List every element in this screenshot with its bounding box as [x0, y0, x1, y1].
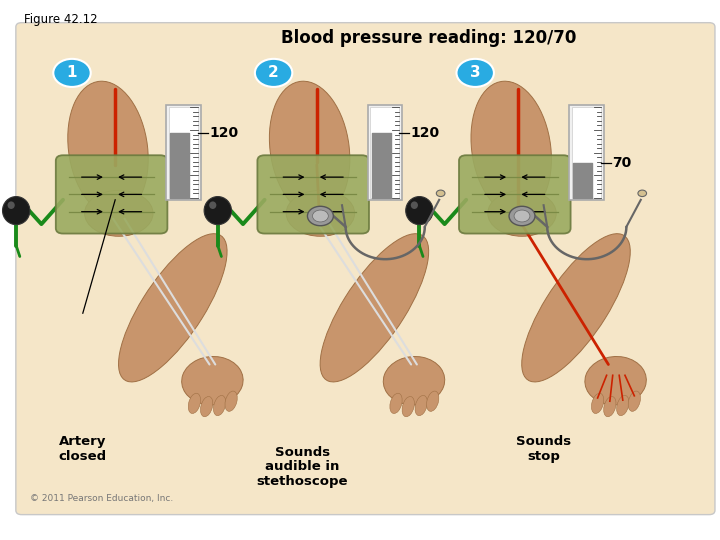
Ellipse shape	[522, 234, 630, 382]
Circle shape	[255, 59, 292, 87]
Bar	[569, 105, 603, 200]
Text: 1: 1	[67, 65, 77, 80]
Ellipse shape	[225, 391, 238, 411]
Circle shape	[307, 206, 333, 226]
Text: 70: 70	[612, 157, 631, 171]
Bar	[367, 105, 402, 200]
Ellipse shape	[269, 81, 350, 216]
Ellipse shape	[320, 234, 428, 382]
Ellipse shape	[406, 197, 433, 225]
Bar	[168, 107, 197, 198]
Ellipse shape	[585, 356, 647, 405]
Text: 3: 3	[470, 65, 480, 80]
Text: Figure 42.12: Figure 42.12	[24, 14, 97, 26]
Ellipse shape	[287, 191, 354, 237]
Text: 120: 120	[410, 126, 440, 140]
Circle shape	[436, 190, 445, 197]
Circle shape	[53, 59, 91, 87]
Text: 120: 120	[210, 126, 238, 140]
Ellipse shape	[383, 356, 445, 405]
Ellipse shape	[402, 396, 415, 417]
Bar	[370, 107, 399, 198]
Circle shape	[514, 210, 530, 222]
Ellipse shape	[616, 395, 629, 416]
FancyBboxPatch shape	[459, 156, 571, 233]
Text: Artery
closed: Artery closed	[59, 435, 107, 463]
Circle shape	[312, 210, 328, 222]
Ellipse shape	[209, 201, 217, 209]
FancyBboxPatch shape	[258, 156, 369, 233]
Text: 2: 2	[269, 65, 279, 80]
Circle shape	[456, 59, 494, 87]
Ellipse shape	[188, 393, 201, 414]
Ellipse shape	[488, 191, 557, 237]
Text: Blood pressure reading: 120/70: Blood pressure reading: 120/70	[281, 29, 576, 47]
FancyBboxPatch shape	[16, 23, 715, 515]
Ellipse shape	[591, 393, 604, 414]
Ellipse shape	[426, 391, 439, 411]
FancyBboxPatch shape	[56, 156, 167, 233]
Ellipse shape	[603, 396, 616, 417]
Ellipse shape	[68, 81, 148, 216]
Ellipse shape	[628, 391, 641, 411]
Ellipse shape	[119, 234, 227, 382]
Bar	[572, 107, 601, 198]
Text: Sounds
stop: Sounds stop	[516, 435, 571, 463]
Text: © 2011 Pearson Education, Inc.: © 2011 Pearson Education, Inc.	[30, 494, 174, 503]
Ellipse shape	[85, 191, 153, 237]
Text: Sounds
audible in
stethoscope: Sounds audible in stethoscope	[256, 446, 348, 489]
Ellipse shape	[471, 81, 552, 216]
Ellipse shape	[213, 395, 226, 416]
Circle shape	[638, 190, 647, 197]
Ellipse shape	[204, 197, 232, 225]
Ellipse shape	[314, 213, 323, 225]
Ellipse shape	[7, 201, 14, 209]
Ellipse shape	[200, 396, 213, 417]
Ellipse shape	[410, 201, 418, 209]
Ellipse shape	[181, 356, 243, 405]
Ellipse shape	[390, 393, 402, 414]
Ellipse shape	[2, 197, 30, 225]
Ellipse shape	[415, 395, 428, 416]
Bar	[166, 105, 200, 200]
Circle shape	[509, 206, 535, 226]
